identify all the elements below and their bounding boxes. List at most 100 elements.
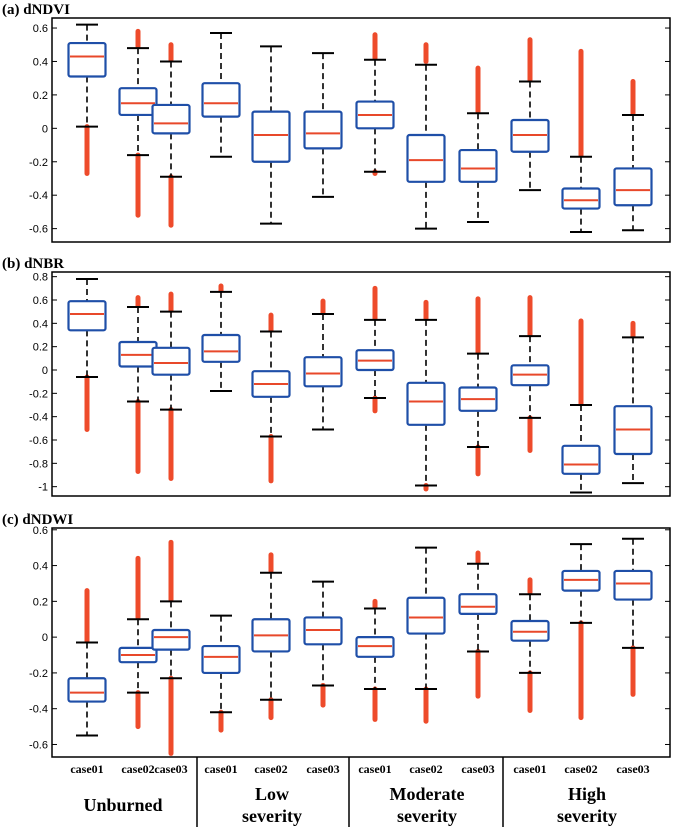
plot-frame <box>51 17 671 243</box>
y-tick-label: 0 <box>42 632 48 644</box>
iqr-box <box>561 444 601 475</box>
box-10 <box>510 577 550 713</box>
box-8 <box>406 299 446 492</box>
x-tick-label: case01 <box>358 762 391 776</box>
iqr-box <box>151 103 191 135</box>
panel-title: (a) dNDVI <box>2 2 70 18</box>
y-tick-label: 0.4 <box>33 561 48 573</box>
iqr-box <box>201 644 241 675</box>
box-2 <box>118 295 158 474</box>
box-3 <box>151 42 191 228</box>
iqr-box <box>458 593 498 615</box>
box-11 <box>561 543 601 721</box>
box-10 <box>510 37 550 192</box>
y-tick-label: -0.2 <box>29 157 48 169</box>
y-tick-label: 0 <box>42 123 48 135</box>
box-2 <box>118 555 158 730</box>
x-tick-label: case03 <box>461 762 494 776</box>
box-12 <box>613 320 653 485</box>
y-tick-label: 0.4 <box>33 56 48 68</box>
box-7 <box>355 32 395 176</box>
iqr-box <box>251 110 291 163</box>
x-tick-label: case01 <box>513 762 546 776</box>
plot-frame <box>51 527 671 758</box>
panel-1: (a) dNDVI 0.6 0.4 0.2 0 -0.2 -0.4 -0.6 <box>2 2 671 243</box>
iqr-box <box>406 381 446 426</box>
box-3 <box>151 291 191 481</box>
box-1 <box>67 23 107 176</box>
y-tick-label: 0.6 <box>33 295 48 307</box>
plot-frame <box>51 271 671 497</box>
y-tick-label: 0.6 <box>33 525 48 537</box>
y-tick-label: -0.4 <box>29 412 48 424</box>
box-12 <box>613 537 653 697</box>
y-tick-label: 0.6 <box>33 23 48 35</box>
iqr-box <box>201 333 241 363</box>
x-tick-label: case02 <box>564 762 597 776</box>
box-9 <box>458 550 498 699</box>
box-5 <box>251 552 291 721</box>
y-tick-label: 0.8 <box>33 272 48 284</box>
iqr-box <box>118 87 158 117</box>
box-12 <box>613 79 653 232</box>
box-11 <box>561 48 601 233</box>
x-tick-label: case02 <box>121 762 154 776</box>
x-tick-label: case03 <box>616 762 649 776</box>
group-label: Low severity <box>242 784 302 826</box>
x-tick-label: case02 <box>409 762 442 776</box>
group-label: Moderate severity <box>390 784 465 826</box>
iqr-box <box>458 148 498 183</box>
box-7 <box>355 285 395 414</box>
iqr-box <box>406 133 446 183</box>
box-5 <box>251 45 291 225</box>
y-tick-label: 0.2 <box>33 90 48 102</box>
y-tick-label: 0.2 <box>33 342 48 354</box>
y-tick-label: -0.2 <box>29 388 48 400</box>
box-1 <box>67 278 107 432</box>
iqr-box <box>613 167 653 207</box>
y-tick-label: -0.6 <box>29 435 48 447</box>
iqr-box <box>151 346 191 376</box>
box-4 <box>201 283 241 392</box>
iqr-box <box>201 82 241 118</box>
group-label: Unburned <box>83 795 162 815</box>
group-label: High severity <box>557 784 617 826</box>
box-10 <box>510 295 550 453</box>
y-tick-label: -0.4 <box>29 190 48 202</box>
box-3 <box>151 539 191 756</box>
y-tick-label: 0.4 <box>33 318 48 330</box>
box-7 <box>355 598 395 722</box>
iqr-box <box>67 677 107 703</box>
y-tick-label: -0.6 <box>29 224 48 236</box>
iqr-box <box>613 569 653 601</box>
iqr-box <box>151 628 191 651</box>
x-tick-label: case03 <box>154 762 187 776</box>
iqr-box <box>303 110 343 150</box>
panel-title: (b) dNBR <box>2 256 64 272</box>
panel-title: (c) dNDWI <box>2 512 73 528</box>
iqr-box <box>67 300 107 332</box>
iqr-box <box>406 596 446 635</box>
box-4 <box>201 32 241 158</box>
y-tick-label: 0 <box>42 365 48 377</box>
box-9 <box>458 65 498 223</box>
box-6 <box>303 580 343 708</box>
iqr-box <box>67 41 107 78</box>
y-tick-label: -1 <box>38 482 48 494</box>
box-6 <box>303 298 343 431</box>
y-tick-label: -0.2 <box>29 668 48 680</box>
y-tick-label: 0.2 <box>33 596 48 608</box>
x-tick-label: case01 <box>70 762 103 776</box>
box-6 <box>303 52 343 198</box>
y-tick-label: -0.8 <box>29 458 48 470</box>
iqr-box <box>561 187 601 210</box>
x-tick-label: case03 <box>306 762 339 776</box>
y-tick-label: -0.4 <box>29 704 48 716</box>
box-11 <box>561 318 601 494</box>
box-5 <box>251 312 291 484</box>
y-tick-label: -0.6 <box>29 739 48 751</box>
box-1 <box>67 588 107 737</box>
